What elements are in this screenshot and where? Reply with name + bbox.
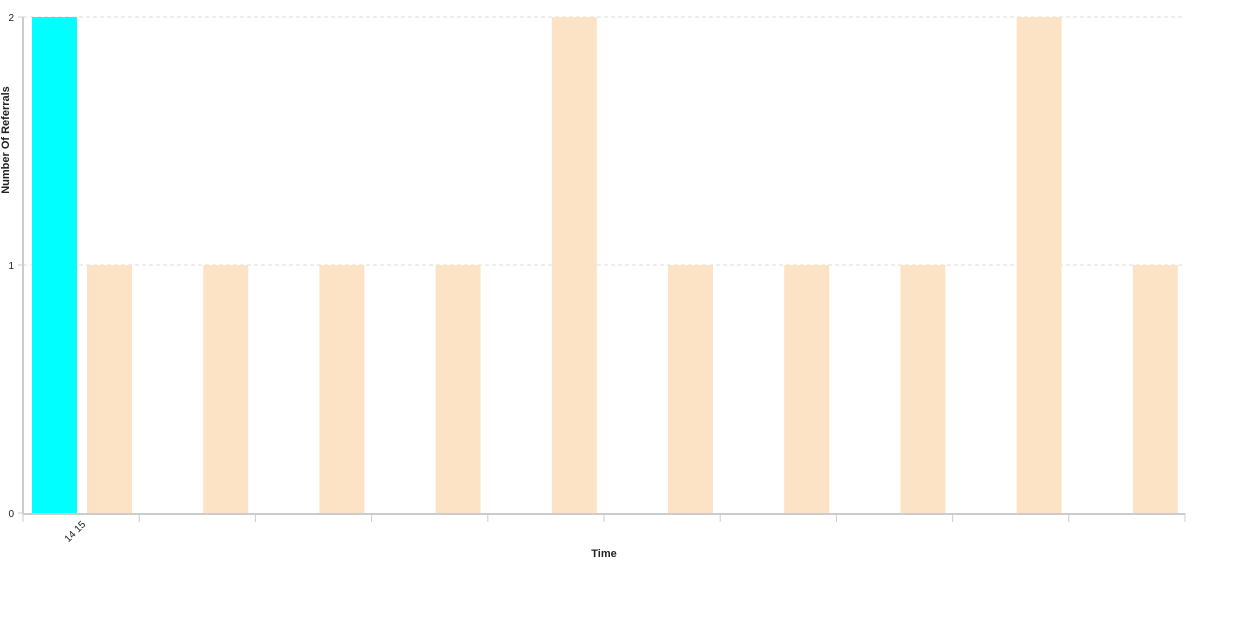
x-tick-label: 14 15 [63,519,89,545]
grid-lines [23,16,1185,266]
bar [668,265,713,513]
bar [319,265,365,513]
y-tick-label: 2 [8,13,14,24]
bars [32,17,1178,513]
y-tick-label: 1 [8,261,14,272]
y-tick-label: 0 [8,509,14,520]
bar [900,265,946,513]
bar [1016,17,1062,513]
y-axis-label: Number Of Referrals [0,86,12,194]
bar [203,265,249,513]
bar [1132,265,1178,513]
bar [551,17,597,513]
bar [32,17,77,513]
bar [435,265,481,513]
bar [87,265,132,513]
bar [784,265,830,513]
x-axis-label: Time [591,548,616,560]
